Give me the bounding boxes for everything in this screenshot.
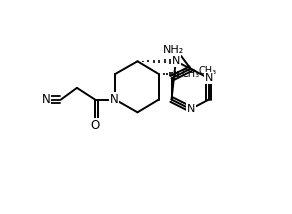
Text: O: O [90, 119, 100, 132]
Text: N: N [187, 104, 195, 114]
Text: N: N [172, 56, 180, 66]
Text: CH₃: CH₃ [181, 69, 199, 79]
Text: N: N [42, 93, 51, 106]
Text: N: N [204, 73, 213, 83]
Text: N: N [110, 93, 119, 106]
Text: NH₂: NH₂ [163, 45, 184, 55]
Text: CH₃: CH₃ [198, 66, 216, 76]
